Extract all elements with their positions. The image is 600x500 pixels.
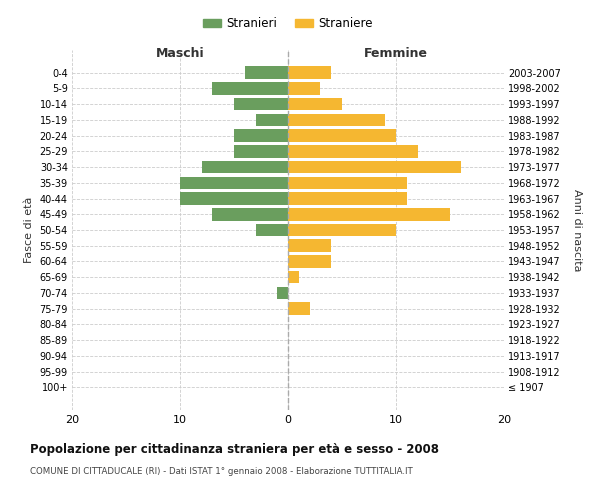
Bar: [288, 271, 299, 283]
Bar: [288, 145, 418, 158]
Bar: [234, 130, 288, 142]
Bar: [256, 224, 288, 236]
Y-axis label: Fasce di età: Fasce di età: [24, 197, 34, 263]
Bar: [288, 224, 396, 236]
Bar: [288, 176, 407, 189]
Bar: [288, 240, 331, 252]
Text: Femmine: Femmine: [364, 47, 428, 60]
Y-axis label: Anni di nascita: Anni di nascita: [572, 188, 582, 271]
Bar: [212, 208, 288, 220]
Bar: [288, 161, 461, 173]
Bar: [245, 66, 288, 79]
Bar: [288, 192, 407, 205]
Bar: [256, 114, 288, 126]
Bar: [180, 176, 288, 189]
Bar: [288, 208, 450, 220]
Bar: [288, 82, 320, 94]
Bar: [288, 98, 342, 110]
Text: COMUNE DI CITTADUCALE (RI) - Dati ISTAT 1° gennaio 2008 - Elaborazione TUTTITALI: COMUNE DI CITTADUCALE (RI) - Dati ISTAT …: [30, 468, 413, 476]
Bar: [234, 98, 288, 110]
Text: Popolazione per cittadinanza straniera per età e sesso - 2008: Popolazione per cittadinanza straniera p…: [30, 442, 439, 456]
Legend: Stranieri, Straniere: Stranieri, Straniere: [198, 12, 378, 35]
Bar: [288, 302, 310, 315]
Bar: [288, 255, 331, 268]
Bar: [288, 114, 385, 126]
Bar: [277, 286, 288, 299]
Text: Maschi: Maschi: [155, 47, 205, 60]
Bar: [212, 82, 288, 94]
Bar: [234, 145, 288, 158]
Bar: [288, 66, 331, 79]
Bar: [180, 192, 288, 205]
Bar: [202, 161, 288, 173]
Bar: [288, 130, 396, 142]
